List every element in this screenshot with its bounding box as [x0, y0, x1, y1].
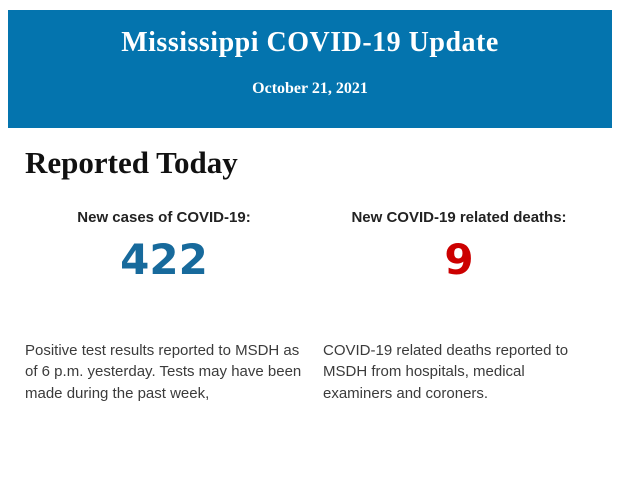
stat-label-new-cases: New cases of COVID-19:	[77, 209, 251, 226]
stat-value-deaths: 9	[444, 235, 474, 284]
page-date: October 21, 2021	[252, 80, 368, 97]
stat-card-deaths: New COVID-19 related deaths: 9 COVID-19 …	[323, 209, 595, 404]
page-title: Mississippi COVID-19 Update	[121, 27, 499, 58]
stat-label-deaths: New COVID-19 related deaths:	[351, 209, 567, 226]
header-band: Mississippi COVID-19 Update October 21, …	[8, 10, 612, 128]
stats-row: New cases of COVID-19: 422 Positive test…	[25, 209, 597, 404]
stat-value-new-cases: 422	[120, 235, 208, 284]
main-content: Reported Today New cases of COVID-19: 42…	[25, 128, 597, 404]
stat-card-new-cases: New cases of COVID-19: 422 Positive test…	[25, 209, 303, 404]
stat-description-deaths: COVID-19 related deaths reported to MSDH…	[323, 342, 569, 402]
stat-description-new-cases: Positive test results reported to MSDH a…	[25, 342, 302, 402]
section-heading: Reported Today	[25, 145, 238, 180]
